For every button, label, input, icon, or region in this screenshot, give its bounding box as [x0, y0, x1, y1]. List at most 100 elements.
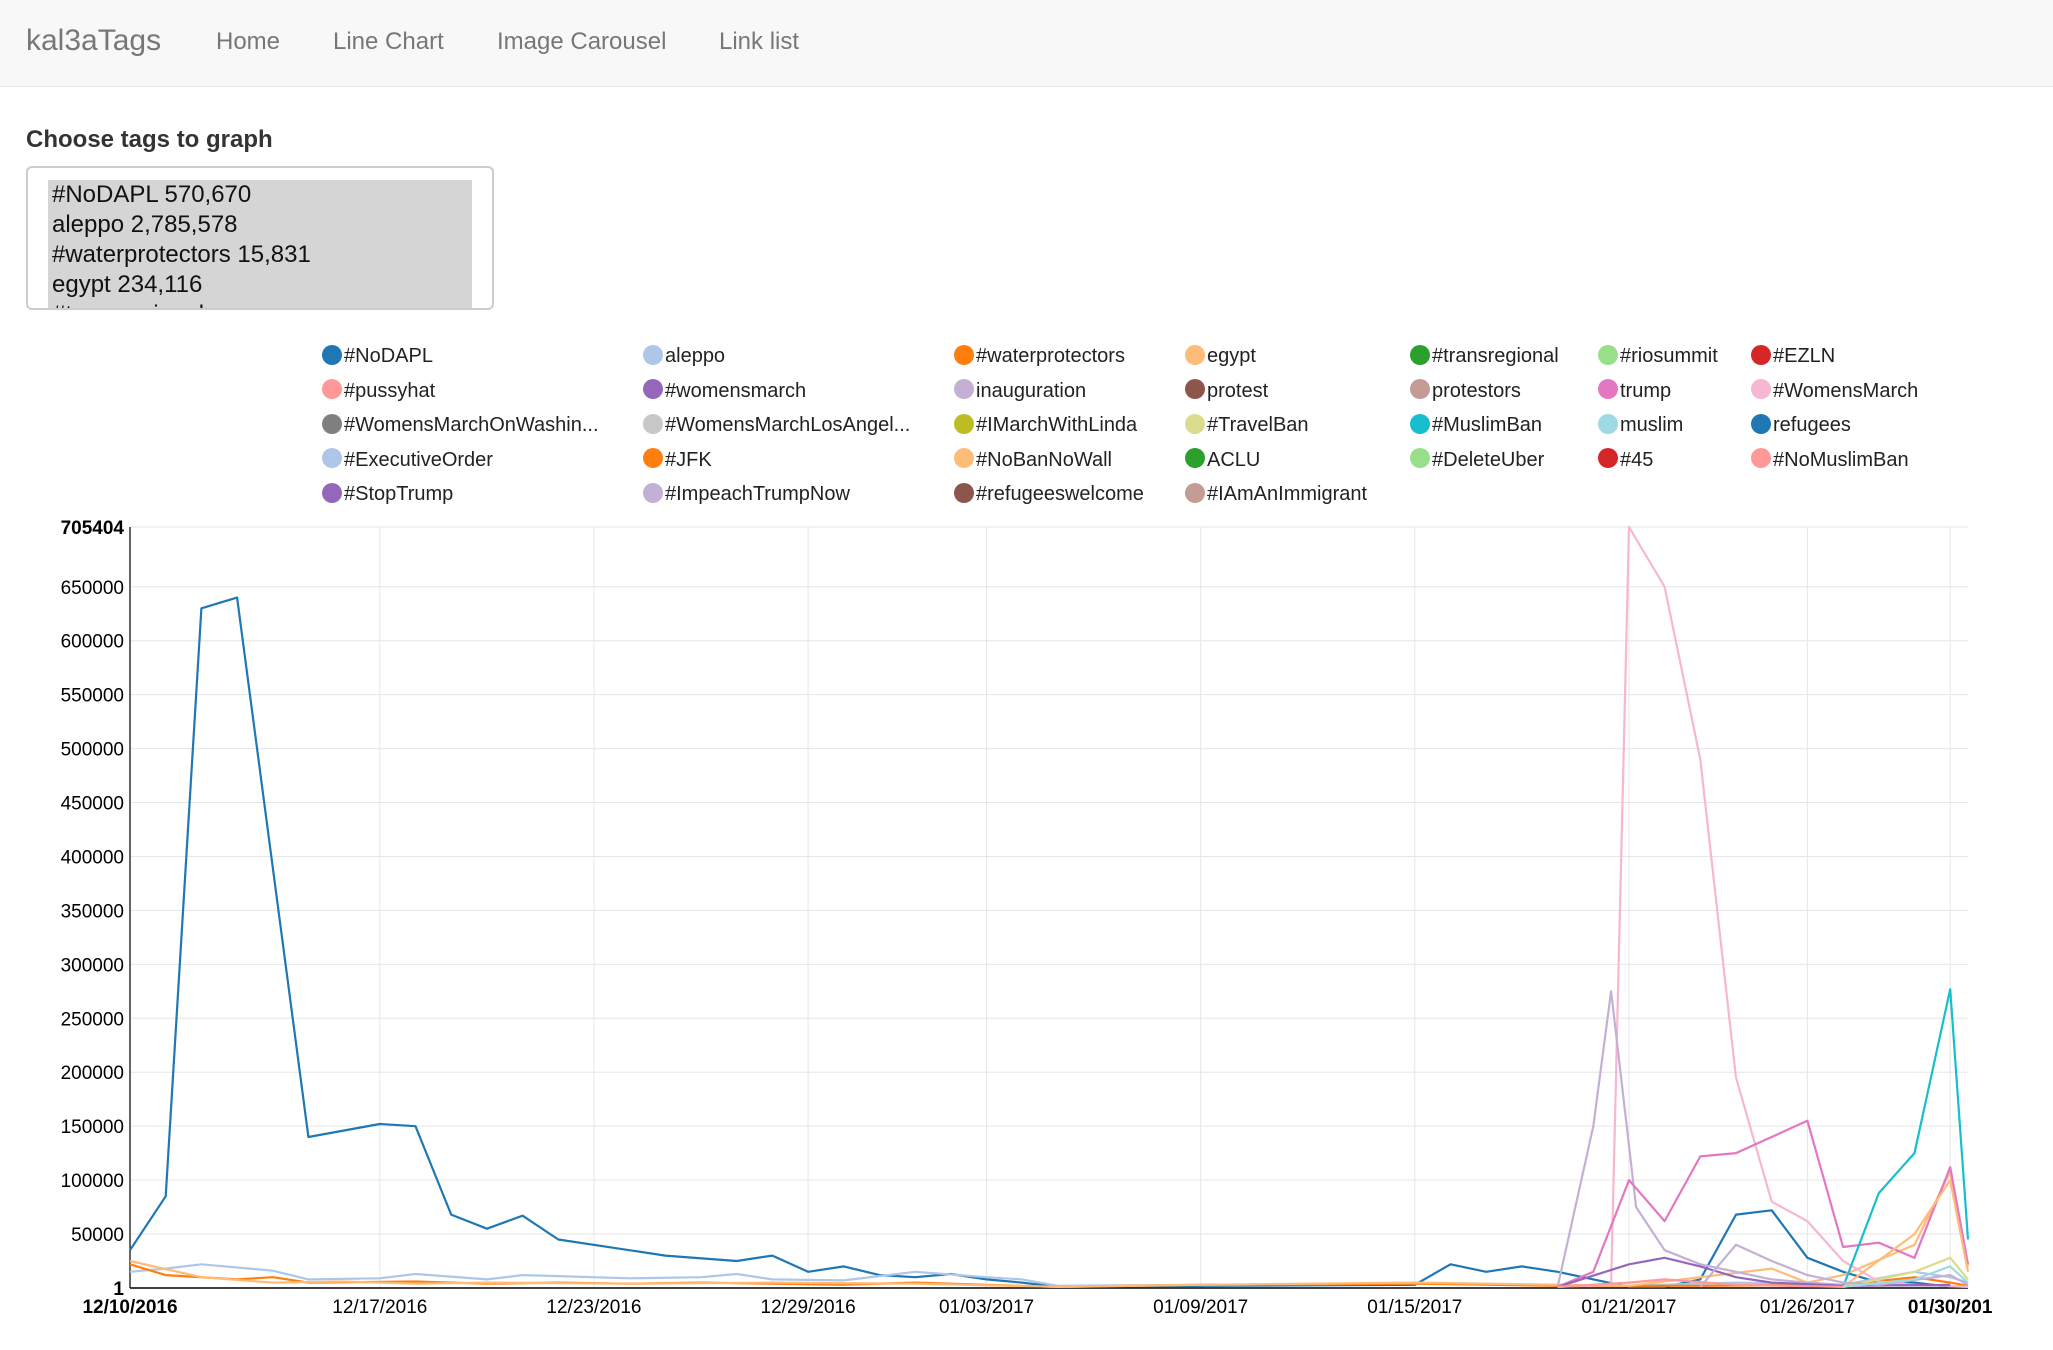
legend-item[interactable]: #NoBanNoWall	[954, 448, 1112, 479]
legend-item[interactable]: #MuslimBan	[1410, 413, 1543, 444]
legend-item[interactable]: #EZLN	[1751, 344, 1835, 375]
nav-image-carousel-link[interactable]: Image Carousel	[497, 28, 667, 55]
legend-swatch-icon	[643, 448, 663, 469]
legend-item[interactable]: #waterprotectors	[954, 344, 1125, 375]
legend-swatch-icon	[1751, 379, 1771, 400]
legend-item[interactable]: #womensmarch	[643, 379, 807, 410]
legend-swatch-icon	[322, 413, 342, 434]
chart-grid	[129, 526, 1968, 1289]
legend-label: #IAmAnImmigrant	[1207, 483, 1368, 506]
legend-item[interactable]: ACLU	[1185, 448, 1261, 479]
series-line	[1842, 1265, 1969, 1288]
legend-item[interactable]: #45	[1598, 448, 1653, 479]
legend-label: #IMarchWithLinda	[976, 414, 1138, 437]
legend-label: #womensmarch	[665, 379, 807, 402]
legend-swatch-icon	[643, 379, 663, 400]
y-tick-label: 550000	[61, 686, 124, 707]
legend-label: #MuslimBan	[1432, 414, 1543, 437]
legend-item[interactable]: #pussyhat	[322, 379, 436, 410]
legend-label: ACLU	[1207, 448, 1261, 471]
x-tick-label: 01/21/2017	[1581, 1297, 1676, 1318]
legend-label: refugees	[1773, 414, 1851, 437]
legend-item[interactable]: protest	[1185, 379, 1269, 410]
y-tick-label: 1	[113, 1279, 124, 1300]
legend-label: #pussyhat	[344, 379, 436, 402]
y-tick-label: 350000	[61, 901, 124, 922]
legend-swatch-icon	[1185, 344, 1205, 365]
tag-option[interactable]: egypt 234,116	[52, 271, 203, 298]
legend-item[interactable]: #WomensMarch	[1751, 379, 1919, 410]
legend-item[interactable]: #DeleteUber	[1410, 448, 1545, 479]
legend-item[interactable]: #JFK	[643, 448, 712, 479]
legend-item[interactable]: #NoDAPL	[322, 344, 433, 375]
y-tick-label: 450000	[61, 794, 124, 815]
legend-swatch-icon	[954, 448, 974, 469]
tag-multiselect[interactable]: #NoDAPL 570,670 aleppo 2,785,578 #waterp…	[26, 166, 494, 310]
legend-swatch-icon	[322, 448, 342, 469]
legend-swatch-icon	[1751, 413, 1771, 434]
series-line	[1699, 1243, 1969, 1288]
legend-item[interactable]: #ImpeachTrumpNow	[643, 482, 850, 513]
legend-item[interactable]: #IMarchWithLinda	[954, 413, 1138, 444]
x-tick-label: 01/15/2017	[1367, 1297, 1462, 1318]
legend-label: protestors	[1432, 379, 1521, 402]
legend-swatch-icon	[322, 379, 342, 400]
legend-label: inauguration	[976, 379, 1087, 402]
series-line	[1557, 1119, 1970, 1288]
legend-label: #ExecutiveOrder	[344, 448, 493, 471]
legend-label: aleppo	[665, 345, 726, 368]
legend-item[interactable]: #NoMuslimBan	[1751, 448, 1909, 479]
series-line	[129, 596, 1968, 1288]
legend-label: #ImpeachTrumpNow	[665, 483, 850, 506]
legend-label: #WomensMarchLosAngel...	[665, 414, 911, 437]
legend-item[interactable]: #transregional	[1410, 344, 1559, 375]
legend-item[interactable]: #StopTrump	[322, 482, 453, 513]
legend-swatch-icon	[1185, 379, 1205, 400]
legend-item[interactable]: #WomensMarchOnWashin...	[322, 413, 599, 444]
legend-item[interactable]: #riosummit	[1598, 344, 1718, 375]
x-tick-label: 01/03/2017	[939, 1297, 1034, 1318]
legend-item[interactable]: muslim	[1598, 413, 1683, 444]
y-tick-label: 150000	[61, 1117, 124, 1138]
series-line	[129, 1170, 1970, 1288]
legend-label: #DeleteUber	[1432, 448, 1545, 471]
tag-option[interactable]: #waterprotectors 15,831	[52, 241, 311, 268]
tag-option[interactable]: #transregional	[48, 300, 472, 308]
legend-label: #refugeeswelcome	[976, 483, 1144, 506]
nav-link-list-link[interactable]: Link list	[719, 28, 800, 55]
legend-label: #JFK	[665, 448, 712, 471]
legend-label: #NoDAPL	[344, 345, 433, 368]
nav-home-link[interactable]: Home	[216, 28, 281, 55]
legend-item[interactable]: refugees	[1751, 413, 1851, 444]
legend-item[interactable]: inauguration	[954, 379, 1087, 410]
x-tick-label: 12/10/2016	[82, 1297, 177, 1318]
legend-swatch-icon	[322, 344, 342, 365]
legend-item[interactable]: egypt	[1185, 344, 1256, 375]
legend-item[interactable]: protestors	[1410, 379, 1521, 410]
legend-item[interactable]: #IAmAnImmigrant	[1185, 482, 1368, 513]
legend-swatch-icon	[1410, 413, 1430, 434]
legend-label: #WomensMarch	[1773, 379, 1919, 402]
brand-logo[interactable]: kal3aTags	[26, 24, 162, 57]
series-line	[1557, 1256, 1951, 1288]
legend-swatch-icon	[643, 344, 663, 365]
y-tick-label: 100000	[61, 1171, 124, 1192]
legend-item[interactable]: aleppo	[643, 344, 726, 375]
legend-label: #transregional	[1432, 345, 1559, 368]
legend-item[interactable]: #WomensMarchLosAngel...	[643, 413, 911, 444]
nav-line-chart-link[interactable]: Line Chart	[333, 28, 444, 55]
legend-swatch-icon	[954, 379, 974, 400]
legend-swatch-icon	[1598, 413, 1618, 434]
legend-label: #riosummit	[1620, 345, 1718, 368]
legend-item[interactable]: trump	[1598, 379, 1671, 410]
legend-item[interactable]: #ExecutiveOrder	[322, 448, 493, 479]
legend-item[interactable]: #refugeeswelcome	[954, 482, 1144, 513]
legend-label: protest	[1207, 379, 1269, 402]
tag-option[interactable]: #NoDAPL 570,670	[52, 181, 252, 208]
legend-swatch-icon	[954, 413, 974, 434]
y-tick-label: 650000	[61, 578, 124, 599]
legend-label: #NoBanNoWall	[976, 448, 1112, 471]
legend-item[interactable]: #TravelBan	[1185, 413, 1309, 444]
legend-swatch-icon	[1751, 344, 1771, 365]
tag-option[interactable]: aleppo 2,785,578	[52, 211, 238, 238]
